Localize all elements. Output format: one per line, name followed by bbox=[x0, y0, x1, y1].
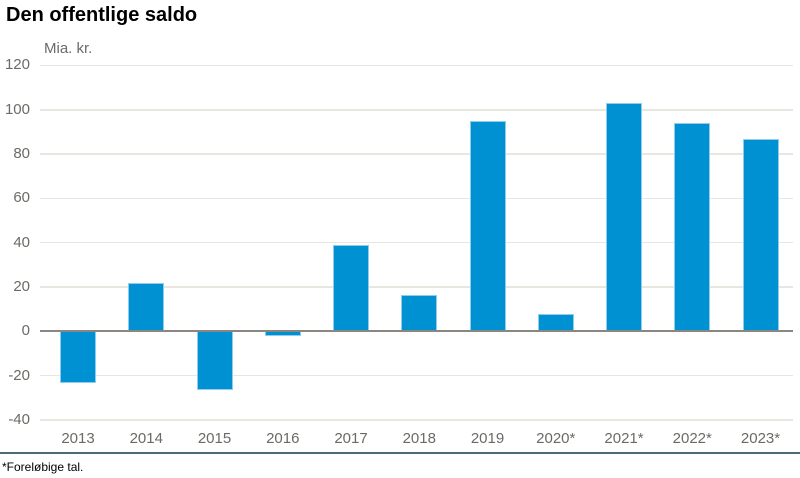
y-axis-unit-label: Mia. kr. bbox=[44, 40, 93, 57]
y-tick-label-100: 100 bbox=[4, 100, 30, 118]
x-tick-label-2015: 2015 bbox=[197, 430, 232, 447]
bar-2019 bbox=[469, 120, 506, 332]
y-tick-label--40: -40 bbox=[8, 410, 30, 428]
y-tick-label-40: 40 bbox=[13, 233, 30, 251]
bar-2023 bbox=[742, 138, 779, 332]
x-tick-label-2017: 2017 bbox=[334, 430, 368, 447]
x-tick-label-2022: 2022* bbox=[672, 430, 712, 447]
gridline-y-40 bbox=[40, 241, 793, 244]
footer-separator-line bbox=[0, 452, 800, 454]
bar-2015 bbox=[196, 331, 233, 390]
bar-2020 bbox=[537, 313, 574, 332]
gridline-y-60 bbox=[40, 197, 793, 200]
gridline-y--20 bbox=[40, 374, 793, 377]
bar-2018 bbox=[401, 294, 438, 332]
chart-title: Den offentlige saldo bbox=[6, 4, 198, 26]
bar-2017 bbox=[333, 244, 369, 332]
gridline-y--40 bbox=[40, 419, 793, 421]
bar-2022 bbox=[674, 123, 711, 332]
y-tick-label-120: 120 bbox=[4, 56, 30, 74]
y-tick-label-60: 60 bbox=[13, 189, 30, 207]
x-tick-label-2019: 2019 bbox=[470, 430, 505, 447]
x-tick-label-2020: 2020* bbox=[536, 430, 576, 447]
x-tick-label-2016: 2016 bbox=[266, 430, 300, 447]
bar-2021 bbox=[606, 103, 642, 332]
y-tick-label-80: 80 bbox=[13, 145, 30, 163]
gridline-y-100 bbox=[40, 109, 793, 111]
y-tick-label-0: 0 bbox=[21, 322, 30, 340]
x-tick-label-2018: 2018 bbox=[402, 430, 436, 447]
zero-axis-line bbox=[40, 330, 793, 333]
x-tick-label-2023: 2023* bbox=[740, 430, 781, 447]
gridline-y-120 bbox=[40, 64, 793, 67]
bar-2013 bbox=[60, 331, 96, 384]
y-tick-label--20: -20 bbox=[8, 366, 30, 384]
bar-2014 bbox=[128, 282, 165, 332]
x-tick-label-2013: 2013 bbox=[61, 430, 95, 447]
y-tick-label-20: 20 bbox=[13, 277, 30, 295]
x-tick-label-2021: 2021* bbox=[604, 430, 644, 447]
gridline-y-20 bbox=[40, 286, 793, 288]
x-tick-label-2014: 2014 bbox=[129, 430, 163, 447]
gridline-y-80 bbox=[40, 153, 793, 155]
footnote: *Foreløbige tal. bbox=[2, 460, 84, 474]
